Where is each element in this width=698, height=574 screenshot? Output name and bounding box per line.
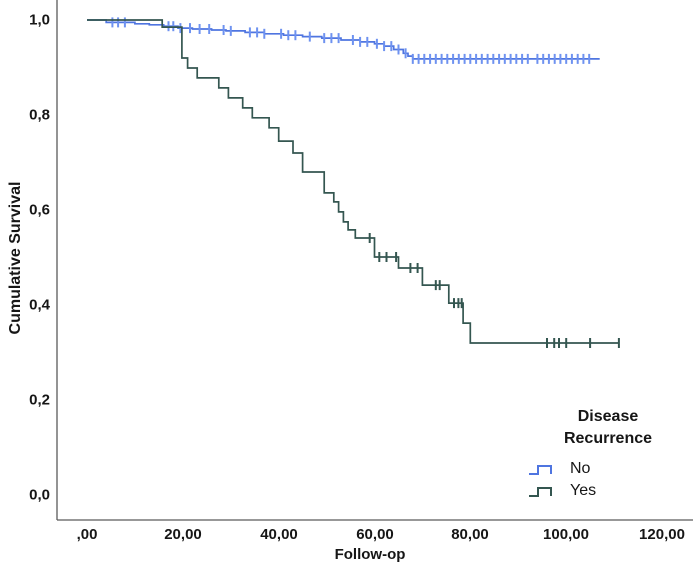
legend-title: Disease Recurrence [528, 406, 688, 450]
legend: Disease Recurrence No Yes [528, 406, 688, 502]
x-tick-label: 40,00 [260, 526, 298, 543]
y-tick-label: 0,2 [29, 391, 50, 409]
legend-item-yes: Yes [528, 480, 688, 502]
y-tick-label: 0,8 [29, 106, 50, 124]
x-tick-label: ,00 [76, 526, 98, 543]
step-line-icon [529, 464, 552, 475]
legend-label-yes: Yes [570, 482, 597, 499]
x-tick-label: 100,00 [543, 526, 589, 543]
x-axis-title: Follow-op [334, 546, 406, 563]
x-tick-label: 60,00 [356, 526, 394, 543]
x-tick-label: 120,00 [639, 526, 685, 543]
km-curves [87, 17, 620, 348]
y-tick-label: 0,0 [29, 486, 50, 504]
legend-title-line1: Disease [577, 408, 639, 425]
legend-item-no: No [528, 458, 688, 480]
y-tick-label: 0,4 [29, 296, 50, 314]
y-tick-label: 0,6 [29, 201, 50, 219]
step-line-icon [529, 486, 552, 497]
legend-label-no: No [570, 460, 591, 477]
y-tick-label: 1,0 [29, 11, 50, 29]
legend-title-line2: Recurrence [563, 430, 653, 447]
km-curve-yes [87, 19, 619, 344]
x-tick-label: 80,00 [451, 526, 489, 543]
x-tick-label: 20,00 [164, 526, 202, 543]
km-curve-no [87, 19, 600, 60]
